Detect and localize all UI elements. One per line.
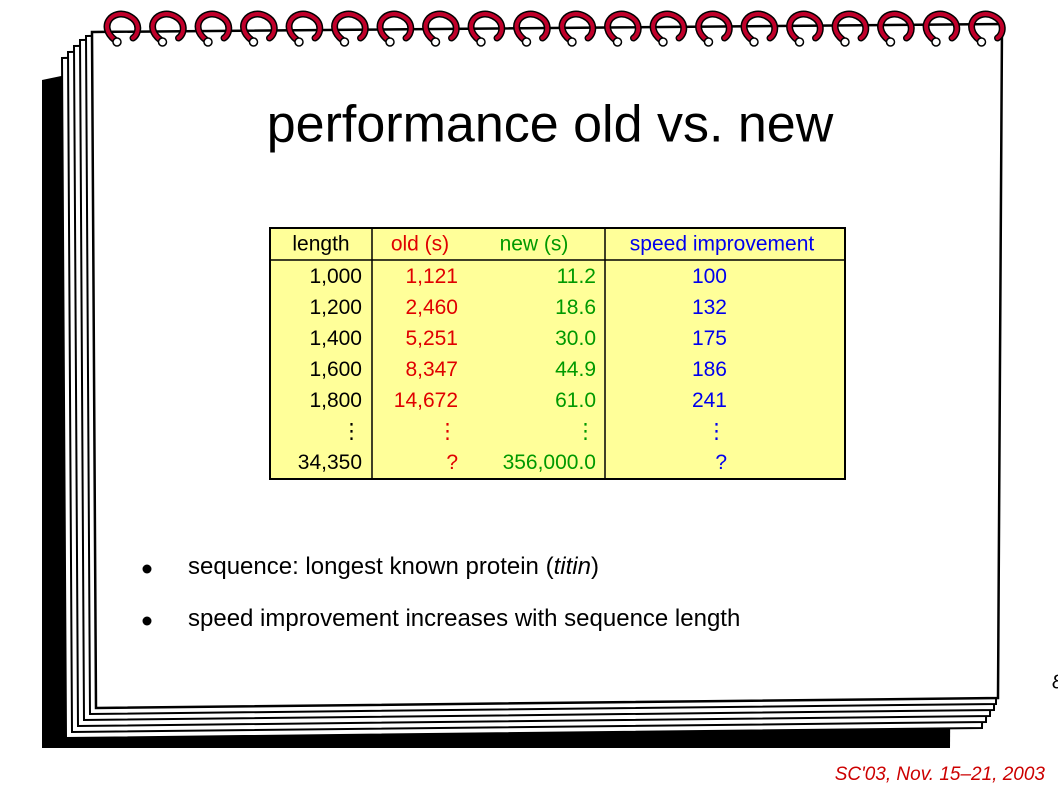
bullet-part: titin (554, 553, 591, 580)
table-cell: 1,200 (309, 296, 362, 319)
table-cell: 61.0 (555, 389, 596, 412)
table-cell: 18.6 (555, 296, 596, 319)
table-background (269, 227, 846, 480)
ring-hole (157, 37, 168, 47)
table-cell: 34,350 (298, 451, 362, 474)
ring-hole (339, 37, 350, 47)
table-cell: 30.0 (555, 327, 596, 350)
ring-hole (794, 37, 805, 47)
ring-hole (885, 37, 896, 47)
ring (196, 12, 231, 42)
table-cell: 100 (692, 265, 727, 288)
table-cell: 356,000.0 (503, 451, 596, 474)
table-header-cell: speed improvement (630, 233, 815, 256)
table-cell: 1,121 (405, 265, 458, 288)
bullet-text: sequence: longest known protein (titin) (188, 553, 599, 580)
ring (378, 12, 413, 42)
page-number: 8 (1052, 671, 1058, 693)
table-cell: 175 (692, 327, 727, 350)
ring-hole (703, 37, 714, 47)
ring-hole (976, 37, 987, 47)
bullet-part: speed improvement increases with sequenc… (188, 605, 740, 632)
ring-hole (521, 37, 532, 47)
bullet-text: speed improvement increases with sequenc… (188, 605, 740, 632)
ring (651, 12, 686, 42)
bullet-part: sequence: longest known protein ( (188, 553, 554, 580)
ring (241, 12, 277, 42)
ring (969, 12, 1005, 42)
ring (287, 12, 322, 42)
table-cell: 5,251 (405, 327, 458, 350)
ring (332, 12, 368, 42)
table-header-cell: new (s) (500, 233, 569, 256)
ring (150, 12, 186, 42)
ring (560, 12, 595, 42)
ring-hole (294, 37, 304, 47)
ring (423, 12, 459, 42)
ring-hole (430, 37, 441, 47)
table-cell: 1,400 (309, 327, 362, 350)
table-cell: 11.2 (557, 265, 596, 288)
table-cell: 44.9 (555, 358, 596, 381)
table-cell: 1,600 (309, 358, 362, 381)
ring-hole (248, 37, 259, 47)
table-cell: 1,800 (309, 389, 362, 412)
table-cell: ? (715, 451, 727, 474)
table-header-cell: old (s) (391, 233, 449, 256)
bullet-list: sequence: longest known protein (titin) … (142, 553, 740, 632)
ring (833, 12, 868, 42)
ring-hole (931, 37, 941, 47)
table-cell: 241 (692, 389, 727, 412)
ring (924, 12, 959, 42)
table-cell: ⋮ (341, 420, 362, 443)
ring-hole (112, 37, 122, 47)
table: length old (s) new (s) speed improvement 1,0… (269, 227, 846, 480)
slide-title: performance old vs. new (267, 96, 834, 154)
bullet-dot (142, 616, 152, 626)
ring-hole (567, 37, 577, 47)
ring-hole (476, 37, 486, 47)
table-cell: 14,672 (394, 389, 458, 412)
ring (742, 12, 777, 42)
ring-hole (203, 37, 213, 47)
ring (514, 12, 550, 42)
table-header-cell: length (292, 233, 349, 256)
table-cell: 8,347 (405, 358, 458, 381)
ring (469, 12, 504, 42)
ring (787, 12, 823, 42)
table-cell: ⋮ (706, 420, 727, 443)
ring-hole (840, 37, 850, 47)
ring (878, 12, 914, 42)
ring-hole (612, 37, 623, 47)
table-cell: 132 (692, 296, 727, 319)
ring-hole (385, 37, 395, 47)
table-cell: 2,460 (405, 296, 458, 319)
ring (605, 12, 641, 42)
ring (696, 12, 732, 42)
table-cell: 186 (692, 358, 727, 381)
bullet-dot (142, 564, 152, 574)
table-cell: ⋮ (575, 420, 596, 443)
table-cell: ⋮ (437, 420, 458, 443)
table-cell: ? (446, 451, 458, 474)
footer: SC'03, Nov. 15–21, 2003 (835, 764, 1046, 785)
table-cell: 1,000 (309, 265, 362, 288)
ring (105, 12, 140, 42)
ring-hole (749, 37, 759, 47)
bullet-part: ) (591, 553, 599, 580)
spiral-binding (103, 10, 1006, 47)
ring-hole (658, 37, 668, 47)
